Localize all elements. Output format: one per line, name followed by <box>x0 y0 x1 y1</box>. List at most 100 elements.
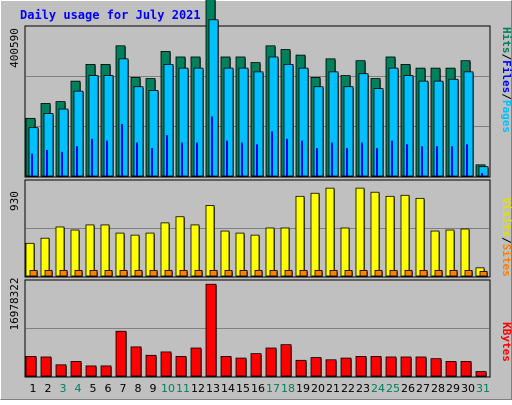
pages-bar <box>136 142 138 176</box>
x-tick-label: 14 <box>221 382 235 395</box>
y-max-label: 930 <box>8 191 21 211</box>
x-tick-label: 24 <box>371 382 385 395</box>
files-bar <box>88 75 99 177</box>
kbytes-bar <box>265 347 277 377</box>
files-bar <box>208 19 219 177</box>
files-bar <box>433 80 444 177</box>
x-tick-label: 4 <box>75 382 82 395</box>
x-tick-label: 6 <box>105 382 112 395</box>
pages-bar <box>481 173 483 176</box>
kbytes-bar <box>145 354 157 377</box>
sites-bar <box>104 269 113 277</box>
x-tick-label: 7 <box>120 382 127 395</box>
x-tick-label: 20 <box>311 382 325 395</box>
pages-bar <box>316 148 318 176</box>
kbytes-bar <box>40 356 52 377</box>
pages-bar <box>226 140 228 176</box>
pages-bar <box>121 123 123 176</box>
legend-entry: / <box>500 93 512 100</box>
files-bar <box>403 75 414 177</box>
visits-bar <box>325 187 335 277</box>
kbytes-bar <box>400 356 412 377</box>
x-tick-label: 3 <box>60 382 67 395</box>
panel-kbytes: 16978322 KBytes <box>8 278 512 378</box>
x-tick-label: 11 <box>176 382 190 395</box>
pages-bar <box>61 151 63 176</box>
x-tick-label: 31 <box>476 382 490 395</box>
visits-bar <box>70 229 80 277</box>
files-bar <box>163 64 174 177</box>
pages-bar <box>211 116 213 176</box>
sites-bar <box>239 269 248 277</box>
kbytes-bar <box>280 344 292 377</box>
kbytes-bar <box>100 365 112 377</box>
kbytes-bar <box>295 359 307 377</box>
files-bar <box>358 73 369 177</box>
files-bar <box>418 80 429 177</box>
visits-bar <box>175 216 185 277</box>
visits-bar <box>370 191 380 277</box>
kbytes-bar <box>205 283 217 377</box>
pages-bar <box>31 153 33 176</box>
sites-bar <box>389 269 398 277</box>
sites-bar <box>134 269 143 277</box>
kbytes-bar <box>385 356 397 377</box>
sites-bar <box>194 269 203 277</box>
pages-bar <box>181 142 183 176</box>
pages-bar <box>151 148 153 176</box>
kbytes-bar <box>115 330 127 377</box>
x-tick-label: 18 <box>281 382 295 395</box>
sites-bar <box>314 269 323 277</box>
kbytes-bar <box>370 356 382 377</box>
visits-bar <box>100 224 110 277</box>
sites-bar <box>164 269 173 277</box>
files-bar <box>373 88 384 177</box>
sites-bar <box>149 269 158 277</box>
pages-bar <box>46 149 48 176</box>
sites-bar <box>29 269 38 277</box>
visits-bar <box>295 195 305 277</box>
legend-entry: / <box>500 54 512 61</box>
files-bar <box>328 71 339 177</box>
files-bar <box>313 86 324 177</box>
sites-bar <box>344 269 353 277</box>
visits-bar <box>55 226 65 277</box>
pages-bar <box>301 140 303 176</box>
files-bar <box>193 67 204 177</box>
panel-hits-files-pages: 400590 Hits/Files/Pages <box>8 0 512 178</box>
files-bar <box>178 67 189 177</box>
pages-bar <box>166 135 168 176</box>
files-bar <box>253 71 264 177</box>
x-tick-label: 21 <box>326 382 340 395</box>
kbytes-bar <box>355 356 367 377</box>
visits-bar <box>250 234 260 277</box>
chart-title: Daily usage for July 2021 <box>20 8 201 22</box>
files-bar <box>343 86 354 177</box>
sites-bar <box>359 269 368 277</box>
files-bar <box>103 75 114 177</box>
legend-middle: Visits/Sites <box>500 197 512 277</box>
kbytes-bar <box>160 351 172 377</box>
x-tick-label: 10 <box>161 382 175 395</box>
kbytes-bar <box>25 356 37 377</box>
legend-entry: Visits <box>500 197 512 237</box>
x-tick-label: 25 <box>386 382 400 395</box>
x-tick-label: 28 <box>431 382 445 395</box>
legend-entry: Hits <box>500 27 512 54</box>
visits-bar <box>160 222 170 277</box>
visits-bar <box>340 227 350 277</box>
visits-bar <box>445 229 455 277</box>
visits-bar <box>415 197 425 277</box>
pages-bar <box>346 148 348 176</box>
legend-entry: Files <box>500 60 512 93</box>
files-bar <box>148 90 159 177</box>
visits-bar <box>205 205 215 277</box>
kbytes-bar <box>190 347 202 377</box>
visits-bar <box>280 227 290 277</box>
sites-bar <box>74 269 83 277</box>
x-tick-label: 5 <box>90 382 97 395</box>
legend-top: Hits/Files/Pages <box>500 27 512 133</box>
